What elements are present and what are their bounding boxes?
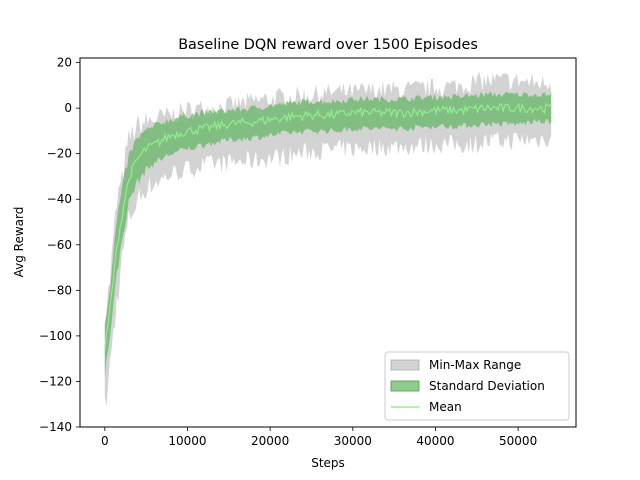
legend-swatch: [390, 380, 420, 392]
standard-deviation-band: [104, 91, 552, 378]
x-tick-label: 20000: [251, 434, 289, 448]
x-tick-label: 50000: [499, 434, 537, 448]
legend-label: Standard Deviation: [429, 379, 545, 393]
legend: Min-Max Range Standard Deviation Mean: [384, 351, 570, 421]
y-tick-label: −140: [39, 420, 72, 434]
x-tick-label: 0: [101, 434, 109, 448]
legend-label: Mean: [429, 400, 462, 414]
y-axis: −140 −120 −100 −80 −60 −40 −20 0 20: [39, 56, 80, 434]
y-tick-label: 20: [57, 56, 72, 70]
y-tick-label: 0: [64, 101, 72, 115]
x-tick-label: 40000: [416, 434, 454, 448]
y-tick-label: −60: [47, 238, 72, 252]
y-tick-label: −120: [39, 374, 72, 388]
min-max-range-band: [104, 71, 552, 407]
y-tick-label: −40: [47, 192, 72, 206]
chart-title: Baseline DQN reward over 1500 Episodes: [178, 37, 478, 53]
x-tick-label: 10000: [168, 434, 206, 448]
x-axis-label: Steps: [311, 456, 345, 470]
legend-label: Min-Max Range: [429, 358, 521, 372]
legend-box: [384, 351, 570, 421]
y-axis-label: Avg Reward: [12, 207, 26, 278]
y-tick-label: −80: [47, 283, 72, 297]
axes-frame: [79, 57, 577, 428]
plot-area: [104, 71, 552, 407]
x-axis: 0 10000 20000 30000 40000 50000: [101, 427, 537, 448]
legend-swatch: [390, 359, 420, 371]
x-tick-label: 30000: [334, 434, 372, 448]
mean-line: [104, 102, 552, 351]
y-tick-label: −100: [39, 329, 72, 343]
y-tick-label: −20: [47, 147, 72, 161]
